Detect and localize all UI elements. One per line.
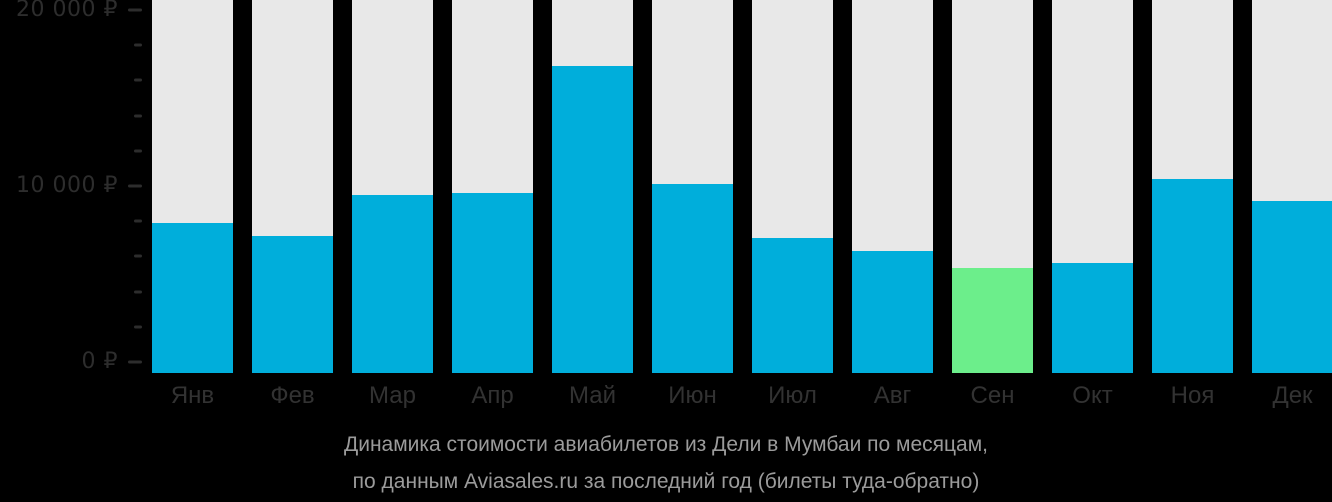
caption-line-2: по данным Aviasales.ru за последний год … xyxy=(352,470,980,493)
month-label-Фев: Фев xyxy=(270,382,315,409)
month-label-Мар: Мар xyxy=(369,382,416,409)
bar-Ноя[interactable] xyxy=(1152,179,1233,373)
y-tick-major-dash xyxy=(128,360,142,364)
y-tick-minor-dash xyxy=(134,149,142,153)
y-tick-label-10000: 10 000 ₽ xyxy=(16,173,118,198)
caption-line-1: Динамика стоимости авиабилетов из Дели в… xyxy=(344,433,988,456)
month-label-Апр: Апр xyxy=(471,382,514,409)
y-tick-minor-dash xyxy=(134,114,142,118)
bar-Янв[interactable] xyxy=(152,223,233,373)
bar-Авг[interactable] xyxy=(852,251,933,373)
bar-chart-plot xyxy=(152,0,1332,373)
y-tick-major-dash xyxy=(128,184,142,188)
month-label-Сен: Сен xyxy=(970,382,1015,409)
y-tick-minor-dash xyxy=(134,254,142,258)
bar-Июл[interactable] xyxy=(752,238,833,373)
month-label-Дек: Дек xyxy=(1272,382,1313,409)
y-tick-label-0: 0 ₽ xyxy=(81,349,118,374)
month-label-Май: Май xyxy=(568,382,616,409)
month-label-Авг: Авг xyxy=(873,382,912,409)
chart-caption: Динамика стоимости авиабилетов из Дели в… xyxy=(0,426,1332,500)
y-tick-minor-dash xyxy=(134,43,142,47)
y-tick-minor-dash xyxy=(134,78,142,82)
y-tick-label-20000: 20 000 ₽ xyxy=(16,0,118,22)
bar-Май[interactable] xyxy=(552,66,633,373)
y-tick-minor-dash xyxy=(134,290,142,294)
month-label-Ноя: Ноя xyxy=(1170,382,1215,409)
month-label-Окт: Окт xyxy=(1072,382,1113,409)
bar-Сен[interactable] xyxy=(952,268,1033,373)
month-label-Июл: Июл xyxy=(768,382,817,409)
month-label-Июн: Июн xyxy=(668,382,717,409)
y-tick-minor-dash xyxy=(134,219,142,223)
month-label-Янв: Янв xyxy=(170,382,215,409)
bar-Апр[interactable] xyxy=(452,193,533,373)
y-tick-minor-dash xyxy=(134,325,142,329)
y-tick-major-dash xyxy=(128,8,142,12)
bar-Мар[interactable] xyxy=(352,195,433,373)
bar-Фев[interactable] xyxy=(252,236,333,373)
bar-Окт[interactable] xyxy=(1052,263,1133,373)
bar-Июн[interactable] xyxy=(652,184,733,373)
bar-Дек[interactable] xyxy=(1252,201,1332,373)
